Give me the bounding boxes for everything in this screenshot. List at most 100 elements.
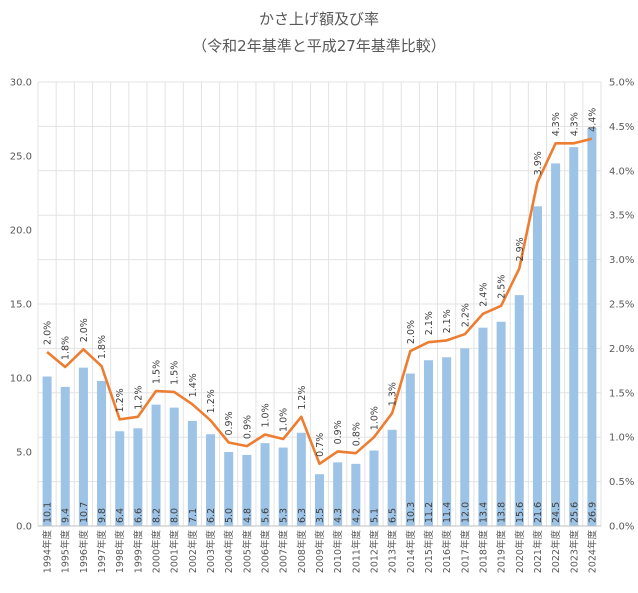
rate-value-label: 1.8% <box>97 335 108 359</box>
bar <box>278 447 288 526</box>
rate-value-label: 0.9% <box>242 415 253 439</box>
bar <box>224 452 234 526</box>
rate-value-label: 2.5% <box>497 275 508 299</box>
bar-value-label: 8.2 <box>152 508 163 523</box>
bar <box>42 376 52 526</box>
rate-value-label: 1.4% <box>188 373 199 397</box>
right-axis-tick-label: 3.5% <box>609 211 634 222</box>
bar-value-label: 8.0 <box>170 508 181 523</box>
right-axis-ticks: 0.0% 0.5% 1.0% 1.5% 2.0% 2.5% 3.0% 3.5% 4.0% 4.5%… <box>609 78 634 533</box>
chart-subtitle: （令和2年基準と平成27年基準比較） <box>192 37 446 55</box>
rate-value-label: 1.0% <box>261 403 272 427</box>
rate-value-label: 1.2% <box>206 389 217 413</box>
bar <box>97 380 107 526</box>
rate-value-label: 0.8% <box>351 422 362 446</box>
right-axis-tick-label: 0.0% <box>609 522 634 533</box>
right-axis-tick-label: 1.0% <box>609 433 634 444</box>
bar-value-label: 6.4 <box>115 508 126 523</box>
bar <box>442 357 452 526</box>
rate-value-label: 1.0% <box>279 408 290 432</box>
bar-value-label: 5.0 <box>224 508 235 523</box>
bar-value-label: 6.6 <box>133 508 144 523</box>
x-axis-tick-label: 2006年度 <box>260 530 272 574</box>
bar-value-label: 10.7 <box>79 502 90 523</box>
left-axis-ticks: 0.0 5.0 10.0 15.0 20.0 25.0 30.0 <box>10 78 32 533</box>
rate-value-label: 1.5% <box>170 361 181 385</box>
line-value-labels: 2.0% 1.8% 2.0% 1.8% 1.2% 1.2% 1.5% 1.5% 1.4% 1.2%… <box>43 108 599 457</box>
x-axis-tick-label: 2010年度 <box>332 530 344 574</box>
rate-value-label: 1.2% <box>133 386 144 410</box>
rate-value-label: 1.3% <box>388 382 399 406</box>
bar <box>60 386 70 526</box>
x-axis-tick-label: 2022年度 <box>550 530 562 574</box>
bar-value-label: 13.8 <box>497 502 508 523</box>
right-axis-tick-label: 0.5% <box>609 477 634 488</box>
x-axis-tick-label: 2007年度 <box>278 530 290 574</box>
bar-value-label: 26.9 <box>587 502 598 523</box>
rate-value-label: 1.5% <box>152 360 163 384</box>
rate-value-label: 3.9% <box>533 151 544 175</box>
x-axis-tick-label: 2016年度 <box>441 530 453 574</box>
x-axis-tick-label: 2001年度 <box>169 530 181 574</box>
right-axis-tick-label: 2.0% <box>609 344 634 355</box>
x-axis-tick-label: 2021年度 <box>532 530 544 574</box>
left-axis-tick-label: 20.0 <box>10 226 32 237</box>
bar <box>569 147 579 526</box>
x-axis-tick-label: 2000年度 <box>151 530 163 574</box>
rate-value-label: 2.1% <box>424 311 435 335</box>
x-axis-tick-label: 1996年度 <box>78 530 90 574</box>
bar <box>369 450 379 526</box>
bar <box>387 429 397 526</box>
bar <box>260 443 270 526</box>
bar-value-label: 12.0 <box>460 502 471 523</box>
left-axis-tick-label: 10.0 <box>10 374 32 385</box>
left-axis-tick-label: 0.0 <box>16 522 32 533</box>
x-axis-tick-label: 1999年度 <box>132 530 144 574</box>
rate-value-label: 1.0% <box>369 406 380 430</box>
bar <box>514 295 524 526</box>
rate-value-label: 1.8% <box>61 336 72 360</box>
bar-value-label: 4.3 <box>333 508 344 523</box>
bar <box>78 367 88 526</box>
x-axis-tick-label: 2012年度 <box>368 530 380 574</box>
bar-value-label: 5.1 <box>369 508 380 523</box>
bar-value-label: 3.5 <box>315 508 326 523</box>
bar <box>333 462 343 526</box>
bar-value-labels: 10.1 9.4 10.7 9.8 6.4 6.6 8.2 8.0 7.1 6.2 5.0 4.8 5.… <box>43 502 599 523</box>
x-axis-tick-label: 2015年度 <box>423 530 435 574</box>
bar <box>115 431 125 526</box>
x-axis-tick-label: 2002年度 <box>187 530 199 574</box>
bar-value-label: 10.1 <box>43 502 54 523</box>
gridlines <box>37 81 602 527</box>
bar <box>351 463 361 526</box>
left-axis-tick-label: 15.0 <box>10 300 32 311</box>
bar-value-label: 11.2 <box>424 502 435 523</box>
bar <box>169 407 179 526</box>
bar-value-label: 5.3 <box>279 508 290 523</box>
bar <box>551 163 561 526</box>
rate-value-label: 4.4% <box>587 108 598 132</box>
bar-value-label: 5.6 <box>261 508 272 523</box>
x-axis-tick-label: 2018年度 <box>477 530 489 574</box>
x-axis-tick-label: 2004年度 <box>223 530 235 574</box>
x-axis-tick-label: 1995年度 <box>60 530 72 574</box>
bar-value-label: 9.4 <box>61 508 72 523</box>
x-axis-tick-label: 2017年度 <box>459 530 471 574</box>
x-axis-tick-label: 2011年度 <box>350 530 362 574</box>
rate-value-label: 2.2% <box>460 303 471 327</box>
bar-value-label: 25.6 <box>569 502 580 523</box>
rate-value-label: 2.9% <box>515 237 526 261</box>
x-axis-tick-label: 2019年度 <box>496 530 508 574</box>
rate-value-label: 1.2% <box>115 388 126 412</box>
bar-value-label: 10.3 <box>406 502 417 523</box>
bar-value-label: 24.5 <box>551 502 562 523</box>
right-axis-tick-label: 3.0% <box>609 255 634 266</box>
bar <box>423 360 433 526</box>
rate-value-label: 2.0% <box>406 320 417 344</box>
rate-value-label: 4.3% <box>551 112 562 136</box>
bar-value-label: 6.5 <box>388 508 399 523</box>
bar <box>478 327 488 526</box>
rate-value-label: 4.3% <box>569 112 580 136</box>
